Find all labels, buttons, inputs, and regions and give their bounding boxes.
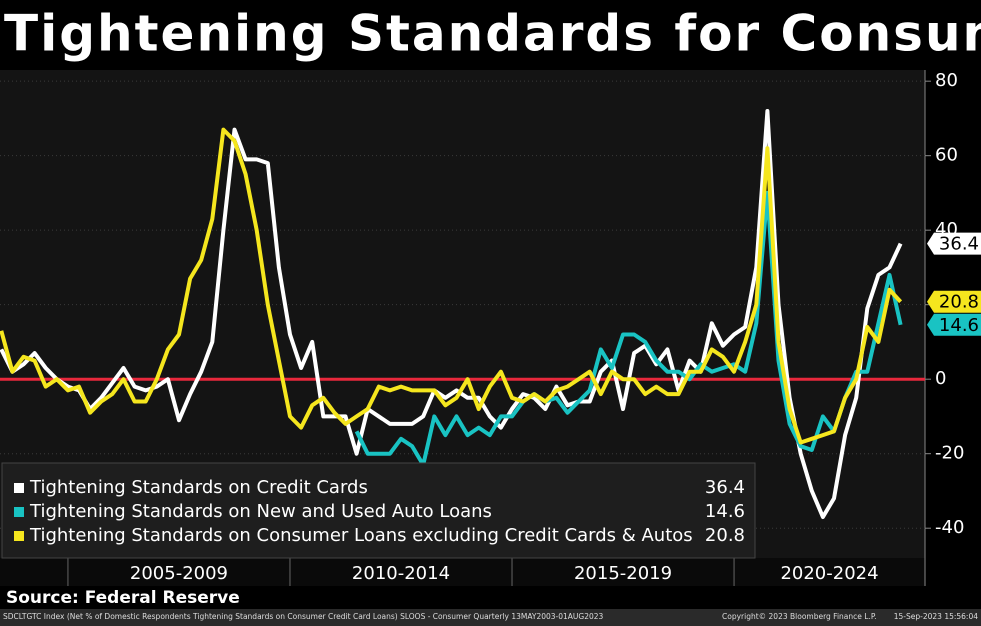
- x-period-label: 2015-2019: [574, 563, 672, 584]
- end-tag: [927, 290, 981, 313]
- end-tag-label: 20.8: [939, 292, 979, 313]
- footer-description: SDCLTGTC Index (Net % of Domestic Respon…: [3, 612, 604, 621]
- legend-label: Tightening Standards on Credit Cards: [29, 477, 368, 498]
- footer-timestamp: 15-Sep-2023 15:56:04: [894, 612, 978, 621]
- series-line: [354, 190, 903, 467]
- legend-swatch: [14, 483, 24, 493]
- x-period-label: 2005-2009: [130, 563, 228, 584]
- end-tag: [927, 232, 981, 255]
- y-tick-label: 0: [935, 368, 946, 389]
- legend-swatch: [14, 531, 24, 541]
- series-group: [0, 109, 903, 519]
- legend-swatch: [14, 507, 24, 517]
- footer-band: [0, 609, 981, 626]
- source: Source: Federal Reserve: [6, 588, 240, 608]
- end-tag: [927, 313, 981, 336]
- x-period-label: 2020-2024: [780, 563, 878, 584]
- legend-value: 20.8: [705, 525, 745, 546]
- y-tick-label: -40: [935, 517, 964, 538]
- legend-value: 14.6: [705, 501, 745, 522]
- x-period-label: 2010-2014: [352, 563, 450, 584]
- legend-label: Tightening Standards on Consumer Loans e…: [29, 525, 693, 546]
- footer-copyright: Copyright© 2023 Bloomberg Finance L.P.: [722, 612, 877, 621]
- x-axis-band: [0, 558, 925, 586]
- y-tick-label: -20: [935, 443, 964, 464]
- end-tag-label: 14.6: [939, 315, 979, 336]
- series-line: [0, 127, 903, 445]
- chart-title: Tightening Standards for Consume: [4, 5, 981, 63]
- legend-box: [1, 462, 756, 559]
- legend-label: Tightening Standards on New and Used Aut…: [29, 501, 492, 522]
- y-tick-label: 80: [935, 70, 958, 91]
- y-tick-label: 60: [935, 145, 958, 166]
- legend-value: 36.4: [705, 477, 745, 498]
- end-tag-label: 36.4: [939, 234, 979, 255]
